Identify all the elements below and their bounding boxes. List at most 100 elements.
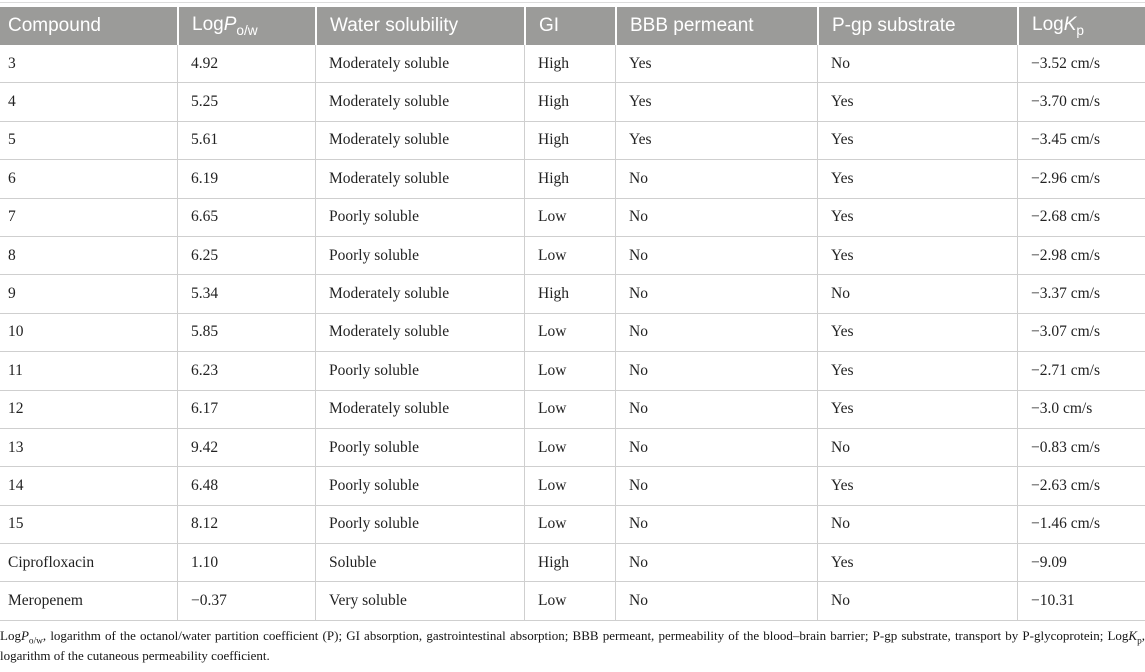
table-row: 15 8.12 Poorly soluble Low No No −1.46 cm/s <box>0 505 1145 545</box>
cell-pgp: Yes <box>817 198 1017 237</box>
cell-compound: 9 <box>0 275 177 314</box>
cell-compound: 12 <box>0 390 177 429</box>
text-segment: Log <box>192 14 224 36</box>
cell-logkp: −3.37 cm/s <box>1017 275 1145 314</box>
cell-logkp: −3.0 cm/s <box>1017 390 1145 429</box>
column-header-gi: GI <box>524 7 615 45</box>
text-segment: Log <box>1032 14 1064 36</box>
cell-solubility: Poorly soluble <box>315 428 524 468</box>
cell-solubility: Poorly soluble <box>315 505 524 545</box>
cell-solubility: Moderately soluble <box>315 121 524 161</box>
table-row: 6 6.19 Moderately soluble High No Yes −2.96 cm… <box>0 160 1145 199</box>
text-segment: , logarithm of the octanol/water partiti… <box>42 627 1129 643</box>
cell-pgp: No <box>817 428 1017 468</box>
cell-solubility: Poorly soluble <box>315 236 524 276</box>
cell-gi: High <box>524 45 615 84</box>
cell-compound: 10 <box>0 313 177 353</box>
column-header-solubility: Water solubility <box>315 7 524 45</box>
cell-bbb: No <box>615 390 817 429</box>
table-header: Compound LogPo/w Water solubility GI BBB per… <box>0 7 1145 45</box>
cell-logkp: −3.52 cm/s <box>1017 45 1145 84</box>
cell-compound: Ciprofloxacin <box>0 544 177 583</box>
cell-logp: 5.61 <box>177 121 315 161</box>
table-row: 8 6.25 Poorly soluble Low No Yes −2.98 cm/s <box>0 236 1145 276</box>
cell-logkp: −2.98 cm/s <box>1017 236 1145 276</box>
text-segment: Log <box>0 627 21 643</box>
cell-gi: Low <box>524 467 615 506</box>
cell-logkp: −3.45 cm/s <box>1017 121 1145 161</box>
cell-gi: High <box>524 83 615 122</box>
cell-compound: 13 <box>0 428 177 468</box>
cell-gi: Low <box>524 198 615 237</box>
cell-logkp: −9.09 <box>1017 544 1145 583</box>
italic-text: P <box>20 627 29 643</box>
cell-solubility: Moderately soluble <box>315 160 524 199</box>
cell-compound: 5 <box>0 121 177 161</box>
cell-pgp: No <box>817 505 1017 545</box>
cell-compound: 8 <box>0 236 177 276</box>
cell-bbb: No <box>615 582 817 621</box>
table-row: Ciprofloxacin 1.10 Soluble High No Yes −9.09 <box>0 544 1145 583</box>
cell-logp: 4.92 <box>177 45 315 84</box>
column-header-pgp: P-gp substrate <box>817 7 1017 45</box>
cell-bbb: No <box>615 428 817 468</box>
cell-logkp: −2.63 cm/s <box>1017 467 1145 506</box>
cell-bbb: No <box>615 352 817 391</box>
cell-solubility: Moderately soluble <box>315 390 524 429</box>
table-row: 13 9.42 Poorly soluble Low No No −0.83 cm/s <box>0 428 1145 468</box>
table-row: 10 5.85 Moderately soluble Low No Yes −3.07 cm… <box>0 313 1145 353</box>
cell-compound: 3 <box>0 45 177 84</box>
cell-gi: Low <box>524 582 615 621</box>
cell-compound: 15 <box>0 505 177 545</box>
cell-gi: High <box>524 121 615 161</box>
cell-bbb: Yes <box>615 45 817 84</box>
cell-pgp: No <box>817 582 1017 621</box>
cell-logkp: −0.83 cm/s <box>1017 428 1145 468</box>
cell-logp: 5.25 <box>177 83 315 122</box>
table-row: 9 5.34 Moderately soluble High No No −3.37 cm/… <box>0 275 1145 314</box>
cell-bbb: No <box>615 467 817 506</box>
table-top-rule <box>0 2 1145 3</box>
column-header-compound: Compound <box>0 7 177 45</box>
cell-bbb: No <box>615 275 817 314</box>
cell-logkp: −2.68 cm/s <box>1017 198 1145 237</box>
subscript-text: p <box>1137 636 1142 647</box>
text-segment: BBB permeant <box>630 15 754 36</box>
cell-pgp: Yes <box>817 160 1017 199</box>
cell-logp: 6.65 <box>177 198 315 237</box>
cell-compound: Meropenem <box>0 582 177 621</box>
cell-bbb: Yes <box>615 83 817 122</box>
cell-compound: 7 <box>0 198 177 237</box>
cell-compound: 6 <box>0 160 177 199</box>
column-header-bbb: BBB permeant <box>615 7 817 45</box>
cell-logp: 6.17 <box>177 390 315 429</box>
cell-gi: High <box>524 160 615 199</box>
table-header-row: Compound LogPo/w Water solubility GI BBB per… <box>0 7 1145 45</box>
cell-logkp: −2.96 cm/s <box>1017 160 1145 199</box>
cell-gi: Low <box>524 505 615 545</box>
cell-gi: Low <box>524 236 615 276</box>
table-row: 3 4.92 Moderately soluble High Yes No −3.52 cm… <box>0 45 1145 84</box>
cell-logkp: −3.07 cm/s <box>1017 313 1145 353</box>
cell-logp: 5.85 <box>177 313 315 353</box>
subscript-text: p <box>1076 22 1084 38</box>
table-body: 3 4.92 Moderately soluble High Yes No −3.52 cm… <box>0 45 1145 621</box>
cell-compound: 4 <box>0 83 177 122</box>
cell-bbb: No <box>615 505 817 545</box>
subscript-text: o/w <box>28 636 43 647</box>
cell-logkp: −10.31 <box>1017 582 1145 621</box>
cell-bbb: No <box>615 236 817 276</box>
cell-pgp: Yes <box>817 121 1017 161</box>
cell-gi: Low <box>524 428 615 468</box>
text-segment: P-gp substrate <box>832 15 956 36</box>
cell-logp: −0.37 <box>177 582 315 621</box>
cell-solubility: Moderately soluble <box>315 83 524 122</box>
table-row: 5 5.61 Moderately soluble High Yes Yes −3.45 c… <box>0 121 1145 161</box>
cell-logkp: −1.46 cm/s <box>1017 505 1145 545</box>
cell-solubility: Poorly soluble <box>315 467 524 506</box>
cell-logp: 6.25 <box>177 236 315 276</box>
column-header-logp: LogPo/w <box>177 7 315 45</box>
cell-solubility: Very soluble <box>315 582 524 621</box>
cell-pgp: Yes <box>817 544 1017 583</box>
